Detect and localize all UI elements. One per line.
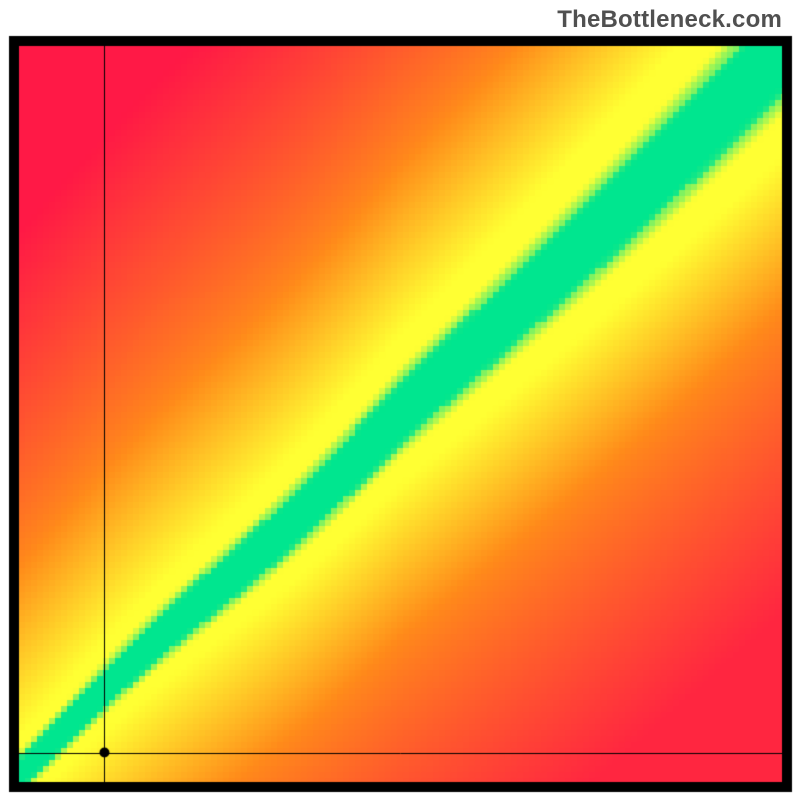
chart-container: TheBottleneck.com [0, 0, 800, 800]
watermark-text: TheBottleneck.com [557, 6, 782, 34]
bottleneck-heatmap [0, 0, 800, 800]
